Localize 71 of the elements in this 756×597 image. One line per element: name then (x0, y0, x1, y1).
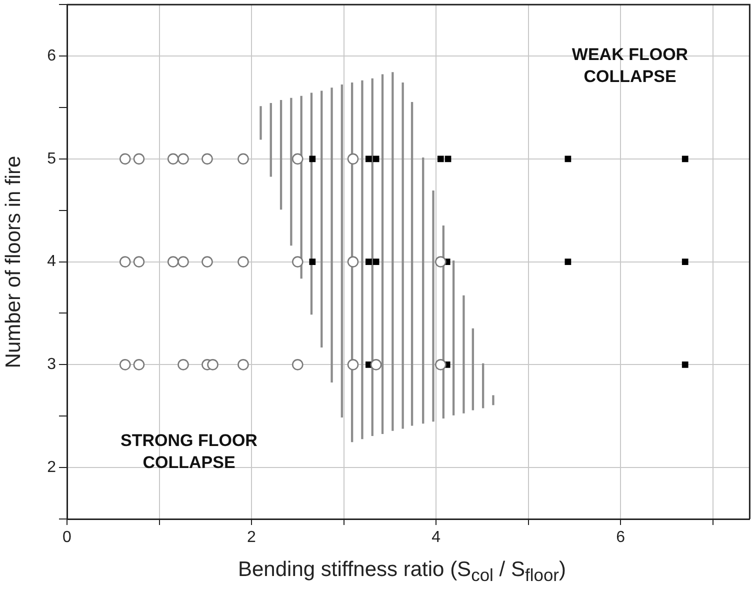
point (347, 256, 359, 268)
point (202, 256, 213, 268)
bar (392, 72, 394, 431)
y-axis-title: Number of floors in fire (2, 156, 26, 368)
bar (280, 100, 282, 210)
bar (432, 190, 434, 422)
bar (260, 106, 262, 140)
point (347, 153, 359, 165)
y-tick-label: 4 (47, 253, 56, 270)
annotation: WEAK FLOOR COLLAPSE (570, 44, 690, 88)
point (682, 258, 688, 265)
bar (290, 98, 292, 246)
point (292, 153, 304, 165)
x-axis-title: Bending stiffness ratio (S$_{col}$ / S$_{floor}$) (238, 558, 566, 586)
point (682, 156, 688, 162)
bar (410, 102, 414, 426)
point (444, 156, 452, 162)
bar (320, 90, 323, 348)
y-tick-label: 2 (47, 458, 56, 476)
point (372, 258, 380, 265)
bar (340, 84, 344, 418)
point (119, 256, 131, 268)
bar (482, 363, 484, 408)
point (434, 359, 446, 370)
x-tick-label: 2 (247, 529, 256, 546)
point (238, 153, 249, 165)
y-tick-label: 3 (47, 356, 56, 374)
point (178, 359, 189, 370)
x-tick-label: 4 (432, 529, 441, 546)
point (347, 359, 359, 370)
bar (492, 395, 494, 406)
point (178, 256, 189, 268)
point (434, 256, 446, 268)
bar (270, 103, 272, 177)
point (238, 256, 249, 268)
y-tick-label: 5 (47, 150, 56, 168)
point (309, 258, 316, 265)
bar (330, 88, 333, 382)
point (133, 153, 145, 165)
bar (381, 74, 384, 434)
annotation: STRONG FLOOR COLLAPSE (120, 430, 258, 474)
x-tick-label: 0 (62, 529, 72, 546)
point (238, 359, 249, 370)
point (133, 359, 145, 370)
point (437, 156, 444, 162)
point (366, 156, 372, 162)
point (178, 153, 189, 165)
bar (402, 82, 404, 429)
point (167, 153, 179, 165)
bar (472, 328, 474, 410)
bar (462, 295, 465, 414)
x-tick-label: 6 (616, 529, 626, 546)
point (167, 256, 179, 268)
point (292, 256, 304, 268)
point (119, 153, 131, 165)
point (207, 359, 218, 370)
point (292, 359, 304, 370)
bar (361, 80, 364, 440)
point (133, 256, 145, 268)
point (366, 258, 372, 265)
point (372, 156, 380, 162)
point (682, 362, 688, 368)
bar (422, 158, 424, 424)
point (119, 359, 131, 370)
point (202, 153, 213, 165)
bar (452, 260, 455, 416)
point (564, 258, 572, 265)
y-tick-label: 6 (47, 47, 56, 64)
point (564, 156, 572, 162)
point (370, 359, 382, 370)
point (309, 156, 316, 162)
